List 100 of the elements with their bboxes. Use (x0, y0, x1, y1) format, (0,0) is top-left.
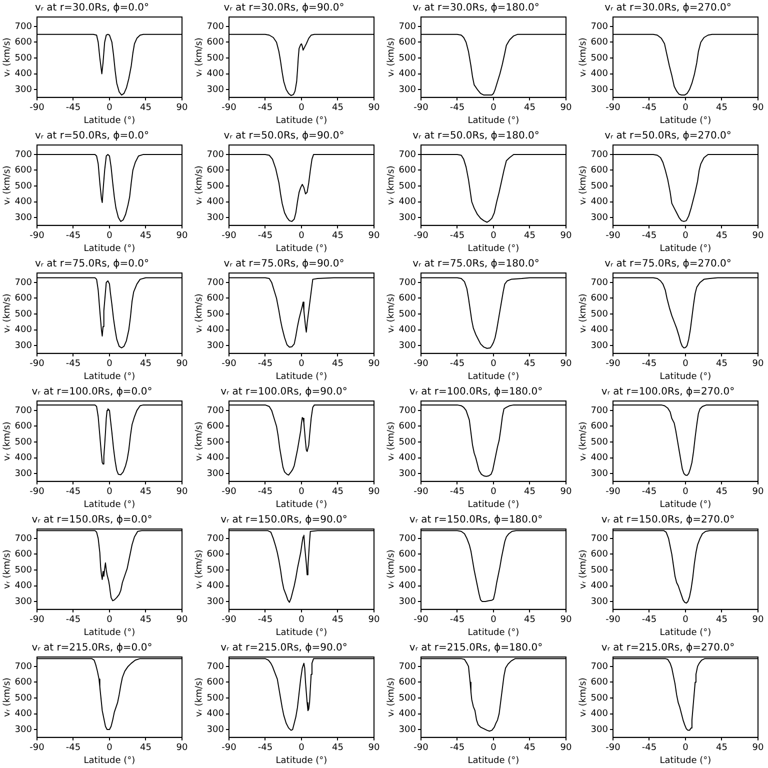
y-tick-label: 700 (206, 406, 224, 416)
x-tick-label: 45 (140, 103, 152, 114)
x-axis-title: Latitude (°) (84, 372, 136, 382)
y-tick-label: 400 (206, 709, 224, 720)
chart-title: vᵣ at r=150.0Rs, ϕ=180.0° (409, 514, 543, 526)
y-tick-label: 500 (398, 437, 416, 448)
y-tick-label: 300 (14, 340, 32, 351)
y-tick-label: 700 (590, 22, 608, 32)
x-tick-label: 0 (682, 231, 689, 242)
x-tick-label: 45 (524, 231, 536, 242)
x-tick-label: -90 (30, 103, 45, 114)
x-tick-label: 0 (298, 487, 305, 498)
x-tick-label: -90 (414, 615, 429, 626)
x-tick-label: 45 (524, 103, 536, 114)
y-tick-label: 300 (590, 212, 608, 223)
x-tick-label: -45 (450, 103, 465, 114)
y-axis-title: vᵣ (km/s) (578, 550, 589, 589)
y-tick-label: 600 (206, 294, 224, 304)
x-tick-label: -90 (606, 743, 621, 754)
y-axis-title: vᵣ (km/s) (194, 38, 205, 77)
y-tick-label: 500 (398, 693, 416, 704)
y-tick-label: 300 (206, 84, 224, 95)
y-axis-title: vᵣ (km/s) (386, 294, 397, 333)
x-axis-title: Latitude (°) (276, 500, 328, 510)
y-axis-title: vᵣ (km/s) (194, 550, 205, 589)
x-tick-label: 90 (752, 103, 764, 114)
x-tick-label: -90 (222, 615, 237, 626)
x-tick-label: -45 (66, 103, 81, 114)
x-tick-label: 90 (176, 359, 188, 370)
y-tick-label: 600 (206, 166, 224, 176)
y-tick-label: 400 (398, 709, 416, 720)
y-tick-label: 600 (14, 166, 32, 176)
y-tick-label: 600 (398, 294, 416, 304)
y-tick-label: 300 (590, 724, 608, 735)
x-tick-label: 0 (106, 615, 113, 626)
y-tick-label: 700 (206, 278, 224, 288)
y-tick-label: 400 (14, 581, 32, 592)
x-tick-label: -45 (450, 487, 465, 498)
x-tick-label: 90 (368, 743, 380, 754)
chart-title: vᵣ at r=100.0Rs, ϕ=90.0° (220, 386, 348, 398)
y-tick-label: 300 (590, 468, 608, 479)
y-tick-label: 500 (14, 309, 32, 320)
chart-title: vᵣ at r=50.0Rs, ϕ=0.0° (34, 130, 150, 142)
y-tick-label: 300 (206, 596, 224, 607)
y-axis-title: vᵣ (km/s) (194, 294, 205, 333)
chart-title: vᵣ at r=75.0Rs, ϕ=0.0° (34, 258, 150, 270)
y-tick-label: 500 (14, 437, 32, 448)
x-tick-label: 90 (752, 743, 764, 754)
y-tick-label: 300 (14, 724, 32, 735)
chart-title: vᵣ at r=215.0Rs, ϕ=0.0° (32, 642, 152, 654)
x-tick-label: -45 (258, 359, 273, 370)
x-axis-title: Latitude (°) (276, 116, 328, 126)
y-tick-label: 300 (206, 468, 224, 479)
x-tick-label: 90 (752, 359, 764, 370)
x-tick-label: 45 (524, 487, 536, 498)
x-tick-label: -90 (222, 743, 237, 754)
chart-title: vᵣ at r=30.0Rs, ϕ=180.0° (412, 2, 540, 14)
y-tick-label: 700 (14, 534, 32, 544)
x-axis-title: Latitude (°) (468, 500, 520, 510)
x-tick-label: 90 (560, 359, 572, 370)
chart-title: vᵣ at r=50.0Rs, ϕ=90.0° (224, 130, 344, 142)
x-tick-label: -45 (66, 487, 81, 498)
chart-title: vᵣ at r=100.0Rs, ϕ=0.0° (32, 386, 152, 398)
x-tick-label: 0 (490, 487, 497, 498)
y-tick-label: 400 (590, 69, 608, 80)
x-tick-label: 0 (682, 615, 689, 626)
y-tick-label: 500 (206, 53, 224, 64)
x-tick-label: -45 (66, 743, 81, 754)
x-tick-label: 0 (106, 743, 113, 754)
y-axis-title: vᵣ (km/s) (578, 678, 589, 717)
y-axis-title: vᵣ (km/s) (578, 38, 589, 77)
x-axis-title: Latitude (°) (660, 628, 712, 638)
y-tick-label: 500 (590, 181, 608, 192)
x-tick-label: 45 (332, 103, 344, 114)
x-tick-label: 0 (682, 359, 689, 370)
y-tick-label: 700 (590, 534, 608, 544)
y-tick-label: 300 (14, 468, 32, 479)
x-tick-label: 0 (490, 359, 497, 370)
x-tick-label: 0 (298, 359, 305, 370)
y-tick-label: 300 (398, 212, 416, 223)
x-tick-label: 90 (560, 231, 572, 242)
x-tick-label: 90 (752, 231, 764, 242)
y-tick-label: 600 (398, 678, 416, 688)
x-tick-label: 0 (298, 103, 305, 114)
x-tick-label: -45 (66, 615, 81, 626)
y-axis-title: vᵣ (km/s) (386, 422, 397, 461)
y-tick-label: 300 (206, 340, 224, 351)
y-tick-label: 300 (398, 340, 416, 351)
chart-title: vᵣ at r=50.0Rs, ϕ=270.0° (604, 130, 732, 142)
x-tick-label: 0 (682, 487, 689, 498)
y-tick-label: 600 (14, 294, 32, 304)
y-tick-label: 400 (398, 453, 416, 464)
x-tick-label: -45 (450, 359, 465, 370)
x-tick-label: 45 (716, 487, 728, 498)
x-axis-title: Latitude (°) (276, 628, 328, 638)
x-tick-label: 90 (368, 487, 380, 498)
x-tick-label: -45 (642, 615, 657, 626)
y-tick-label: 600 (590, 38, 608, 48)
chart-title: vᵣ at r=30.0Rs, ϕ=0.0° (34, 2, 150, 14)
x-tick-label: 0 (490, 743, 497, 754)
